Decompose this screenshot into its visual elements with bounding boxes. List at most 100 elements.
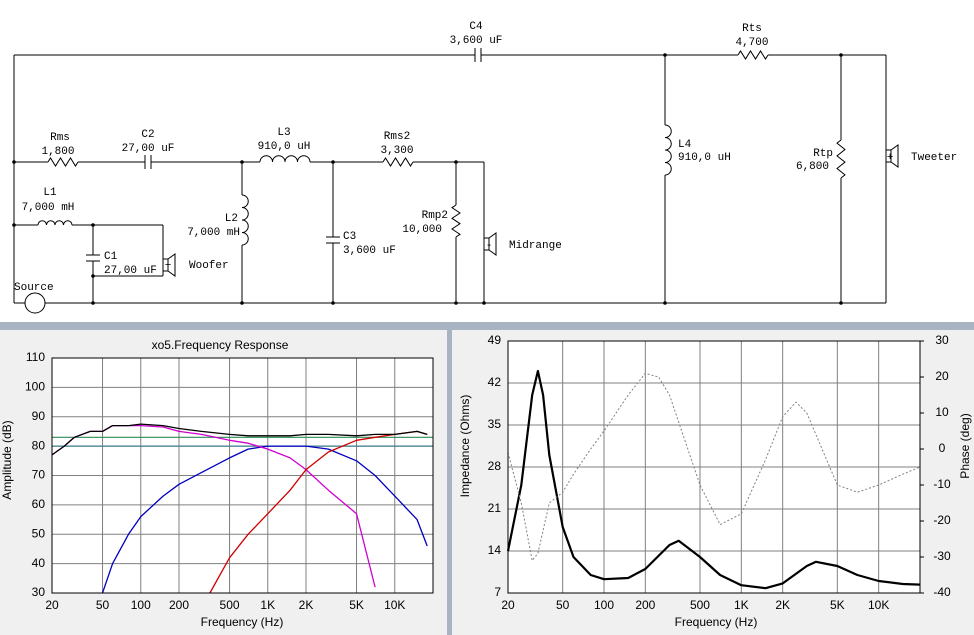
node: [663, 53, 667, 57]
component-name: C3: [343, 231, 356, 243]
speaker-sign: -: [486, 240, 493, 252]
node: [91, 301, 95, 305]
component-value: 7,000 mH: [22, 202, 75, 214]
component-name: Rts: [742, 23, 762, 35]
splitter: [0, 322, 974, 330]
y-axis-label: Amplitude (dB): [0, 420, 14, 499]
inductor: [664, 124, 672, 176]
node: [91, 223, 95, 227]
component-value: 1,800: [41, 146, 74, 158]
x-tick-label: 200: [169, 598, 189, 612]
x-tick-label: 1K: [734, 598, 749, 612]
component-value: 3,600 uF: [450, 35, 503, 47]
chart-texts: xo5.Frequency Response Frequency (Hz) Am…: [0, 338, 972, 629]
y-tick-label: 100: [25, 380, 45, 394]
x-tick-label: 500: [690, 598, 710, 612]
resistor: [47, 157, 79, 167]
series-line: [101, 445, 428, 594]
component-name: Rtp: [813, 148, 833, 160]
y-tick-label: 42: [488, 375, 502, 389]
y-tick-label: 30: [32, 585, 46, 599]
x-tick-label: 2K: [775, 598, 790, 612]
y-tick-label: 60: [32, 497, 46, 511]
schematic-bg: [0, 0, 974, 322]
y2-tick-label: 10: [935, 405, 949, 419]
y2-tick-label: 20: [935, 369, 949, 383]
chart-title: xo5.Frequency Response: [152, 338, 289, 352]
y-tick-label: 35: [488, 417, 502, 431]
speaker-sign: +: [165, 260, 172, 272]
node: [482, 301, 486, 305]
y2-tick-label: -10: [933, 477, 951, 491]
x-tick-label: 10K: [384, 598, 405, 612]
node: [12, 160, 16, 164]
plot-border: [51, 357, 434, 594]
speaker-name: Midrange: [509, 240, 562, 252]
y-tick-label: 21: [488, 501, 502, 515]
y-tick-label: 40: [32, 556, 46, 570]
component-value: 6,800: [796, 161, 829, 173]
y-tick-label: 80: [32, 438, 46, 452]
speaker-cone: [167, 253, 176, 277]
inductor: [259, 155, 311, 163]
x-tick-label: 200: [635, 598, 655, 612]
node: [91, 274, 95, 278]
node: [663, 301, 667, 305]
x-tick-label: 20: [501, 598, 515, 612]
plot-border: [507, 340, 921, 594]
component-name: Rmp2: [422, 210, 448, 222]
resistor: [382, 157, 414, 167]
y2-tick-label: 0: [939, 441, 946, 455]
component-value: 7,000 mH: [187, 227, 240, 239]
x-axis-label: Frequency (Hz): [201, 615, 284, 629]
charts: 20 50 100 200 500 1K 2K 5K 10K304050607080901001…: [25, 333, 951, 612]
speaker-name: Woofer: [189, 260, 229, 272]
y2-tick-label: -20: [933, 513, 951, 527]
y2-tick-label: -30: [933, 549, 951, 563]
resistor: [737, 50, 769, 60]
node: [240, 301, 244, 305]
x-tick-label: 100: [131, 598, 151, 612]
y-tick-label: 14: [488, 543, 502, 557]
x-tick-label: 100: [594, 598, 614, 612]
y-axis-label: Impedance (Ohms): [458, 395, 472, 498]
x-tick-label: 2K: [299, 598, 314, 612]
component-name: L3: [277, 127, 290, 139]
component-value: 910,0 uH: [258, 141, 311, 153]
component-value: 910,0 uH: [678, 152, 731, 164]
x-tick-label: 1K: [260, 598, 275, 612]
speaker: [483, 237, 490, 251]
component-value: 27,00 uF: [104, 265, 157, 277]
speaker-name: Tweeter: [911, 152, 957, 164]
resistor: [836, 139, 846, 179]
source-label: Source: [14, 282, 54, 294]
x-tick-label: 500: [220, 598, 240, 612]
y2-axis-label: Phase (deg): [958, 413, 972, 478]
panel-divider: [447, 330, 452, 635]
y-tick-label: 28: [488, 459, 502, 473]
component-name: Rms: [50, 132, 70, 144]
y-tick-label: 7: [494, 585, 501, 599]
speaker-cone: [890, 144, 899, 168]
component-name: Rms2: [384, 131, 410, 143]
resistor: [451, 204, 461, 238]
y-tick-label: 50: [32, 526, 46, 540]
component-name: L2: [225, 213, 238, 225]
y-tick-label: 90: [32, 409, 46, 423]
x-axis-label: Frequency (Hz): [675, 615, 758, 629]
component-name: C1: [104, 251, 118, 263]
x-tick-label: 50: [96, 598, 110, 612]
speaker: [885, 149, 892, 163]
speaker-sign: +: [887, 152, 894, 164]
component-name: L1: [43, 187, 57, 199]
node: [454, 160, 458, 164]
component-name: C4: [469, 21, 483, 33]
series-line: [506, 369, 921, 590]
x-tick-label: 20: [45, 598, 59, 612]
node: [839, 301, 843, 305]
y-tick-label: 110: [26, 350, 45, 364]
inductor: [37, 220, 73, 226]
series-line: [51, 423, 428, 456]
component-value: 27,00 uF: [122, 143, 175, 155]
